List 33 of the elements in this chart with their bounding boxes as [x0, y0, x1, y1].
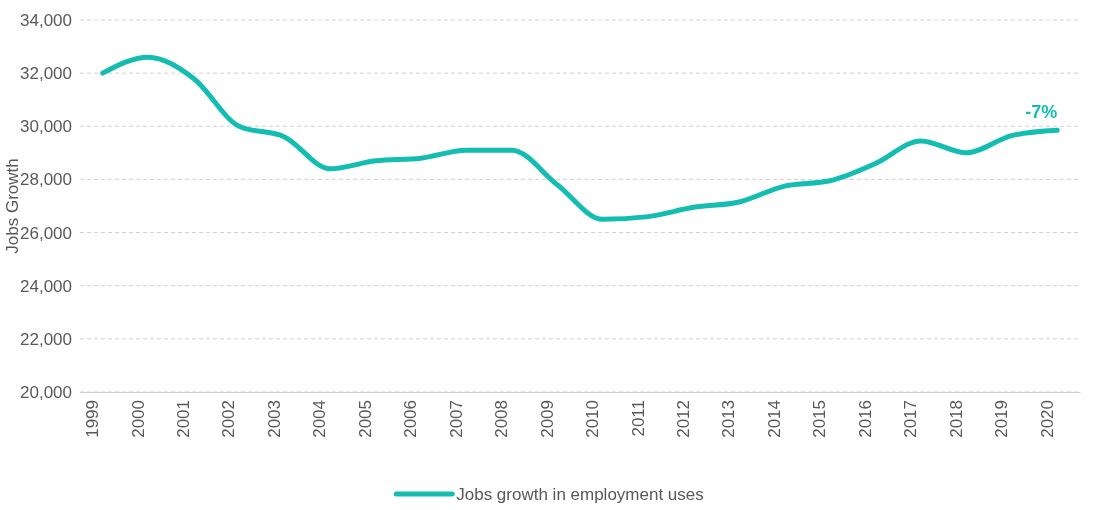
y-axis-title: Jobs Growth: [3, 158, 22, 254]
x-tick-label: 2001: [174, 400, 194, 438]
x-tick-label: 2003: [264, 400, 284, 438]
x-tick-label: 2006: [401, 400, 421, 438]
y-tick-label: 22,000: [20, 329, 72, 349]
y-tick-label: 32,000: [20, 64, 72, 84]
x-tick-label: 2012: [674, 400, 694, 438]
y-tick-label: 20,000: [20, 382, 72, 402]
annotation: -7%: [1025, 102, 1058, 123]
x-tick-label: 2007: [446, 400, 466, 438]
x-tick-label: 2008: [492, 400, 512, 438]
x-tick-label: 2011: [628, 400, 648, 437]
x-tick-label: 2009: [537, 400, 557, 438]
x-tick-label: 2010: [583, 400, 603, 438]
x-tick-label: 2020: [1037, 400, 1057, 438]
x-tick-label: 2019: [992, 400, 1012, 438]
x-tick-label: 2015: [810, 400, 830, 438]
x-tick-label: 2000: [128, 400, 148, 438]
y-tick-label: 28,000: [20, 170, 72, 190]
x-tick-label: 2014: [764, 400, 784, 438]
y-tick-label: 30,000: [20, 117, 72, 137]
x-tick-label: 2016: [855, 400, 875, 438]
x-tick-label: 2017: [901, 400, 921, 438]
x-tick-label: 2013: [719, 400, 739, 438]
x-tick-label: 2004: [310, 400, 330, 438]
x-tick-label: 1999: [83, 400, 103, 438]
y-tick-label: 24,000: [20, 276, 72, 296]
y-tick-label: 26,000: [20, 223, 72, 243]
legend-label: Jobs growth in employment uses: [456, 485, 704, 504]
x-tick-label: 2005: [355, 400, 375, 438]
x-tick-label: 2002: [219, 400, 239, 438]
x-tick-label: 2018: [946, 400, 966, 438]
y-tick-label: 34,000: [20, 10, 72, 30]
